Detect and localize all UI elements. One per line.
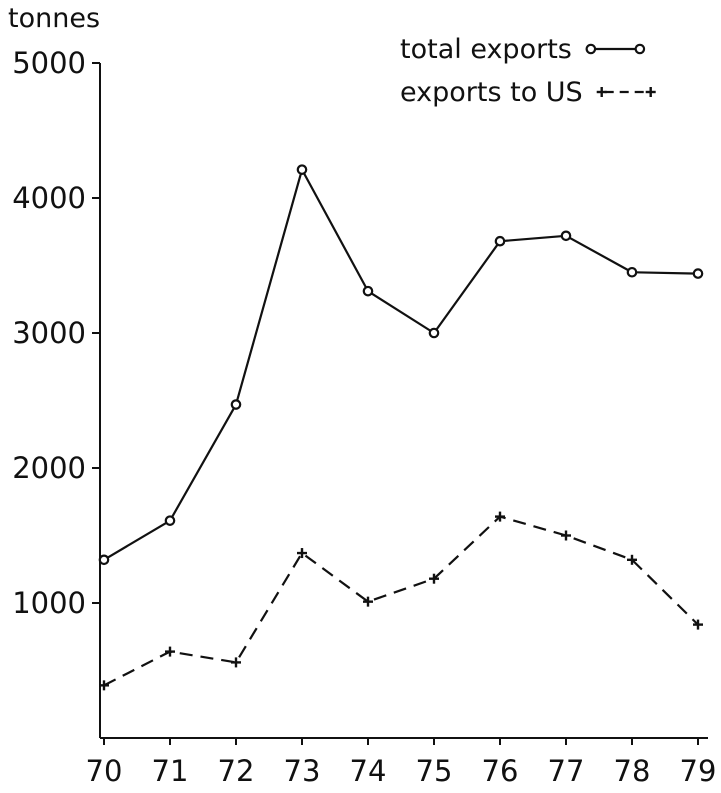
data-point-exports-to-us — [363, 596, 373, 607]
y-tick-label: 2000 — [12, 451, 86, 485]
data-point-total-exports — [692, 268, 704, 279]
data-point-exports-to-us — [429, 573, 439, 584]
data-point-exports-to-us — [627, 554, 637, 565]
x-tick-label: 75 — [416, 754, 453, 788]
legend: total exports exports to US — [400, 34, 656, 108]
data-point-total-exports — [362, 285, 374, 297]
plot-area — [98, 164, 704, 691]
x-tick-label: 74 — [350, 754, 387, 788]
data-point-total-exports — [494, 235, 506, 247]
legend-label-exports-to-us: exports to US — [400, 77, 583, 108]
data-point-exports-to-us — [231, 657, 241, 668]
data-point-exports-to-us — [297, 548, 307, 559]
data-point-exports-to-us — [99, 680, 109, 691]
x-tick-label: 76 — [482, 754, 519, 788]
legend-marker — [596, 87, 607, 97]
series-total-exports — [98, 164, 704, 566]
x-tick-label: 73 — [284, 754, 321, 788]
x-tick-label: 79 — [680, 754, 717, 788]
x-tick-label: 77 — [548, 754, 585, 788]
data-point-total-exports — [296, 164, 308, 175]
y-tick-label: 5000 — [12, 46, 86, 80]
y-axis: tonnes 1000 2000 3000 4000 5000 — [8, 3, 101, 738]
y-tick-label: 4000 — [12, 181, 86, 215]
data-point-total-exports — [164, 515, 176, 526]
data-point-exports-to-us — [693, 619, 703, 630]
data-point-exports-to-us — [495, 511, 505, 522]
data-point-exports-to-us — [165, 646, 175, 657]
y-axis-unit-label: tonnes — [8, 3, 100, 34]
legend-item-total-exports: total exports — [400, 34, 646, 65]
y-axis-ticks: 1000 2000 3000 4000 5000 — [12, 46, 100, 620]
x-tick-label: 72 — [218, 754, 255, 788]
x-tick-label: 78 — [614, 754, 651, 788]
legend-swatch-total-exports — [585, 43, 646, 55]
data-point-total-exports — [560, 230, 572, 242]
legend-item-exports-to-us: exports to US — [400, 77, 656, 108]
data-point-total-exports — [626, 266, 638, 278]
legend-label-total-exports: total exports — [400, 34, 572, 65]
x-tick-label: 70 — [86, 754, 123, 788]
legend-marker — [634, 43, 646, 55]
series-exports-to-us — [99, 511, 703, 691]
legend-marker — [645, 87, 656, 97]
legend-swatch-exports-to-us — [596, 87, 656, 97]
data-point-total-exports — [98, 554, 110, 566]
data-point-total-exports — [230, 399, 242, 410]
x-tick-label: 71 — [152, 754, 189, 788]
y-tick-label: 3000 — [12, 316, 86, 350]
y-tick-label: 1000 — [12, 586, 86, 620]
x-axis: 70 71 72 73 74 75 76 77 78 79 — [86, 737, 717, 788]
series-line-total-exports — [103, 168, 699, 561]
x-axis-ticks: 70 71 72 73 74 75 76 77 78 79 — [86, 738, 717, 788]
legend-marker — [585, 43, 597, 55]
data-point-exports-to-us — [561, 530, 571, 541]
series-line-exports-to-us — [103, 515, 699, 687]
data-point-total-exports — [428, 327, 440, 339]
